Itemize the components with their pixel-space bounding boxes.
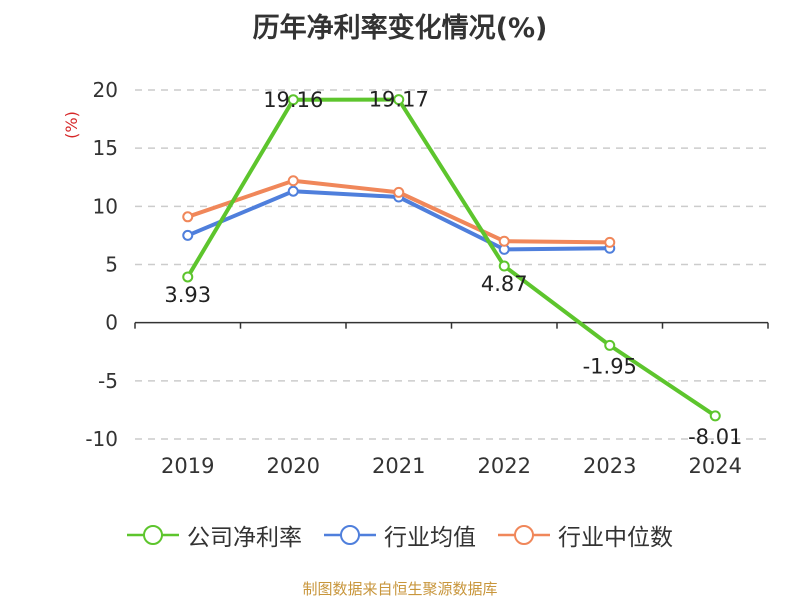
data-point[interactable] (604, 339, 616, 351)
x-axis: 2019 2020 2021 2022 2023 2024 (134, 321, 769, 478)
y-tick-label: 0 (105, 311, 118, 335)
y-axis-ticks: 20 15 10 5 0 -5 -10 (85, 78, 118, 451)
data-point[interactable] (393, 94, 405, 106)
data-point[interactable] (287, 94, 299, 106)
x-tick-label: 2020 (267, 454, 320, 478)
data-label: -8.01 (688, 425, 742, 449)
data-point[interactable] (604, 236, 616, 248)
data-label: 19.17 (369, 88, 429, 112)
series-line (186, 97, 717, 418)
data-point[interactable] (182, 271, 194, 283)
legend-item[interactable]: 行业中位数 (498, 518, 673, 552)
y-axis-label: (%) (62, 111, 81, 139)
y-tick-label: 20 (93, 78, 118, 102)
data-point[interactable] (287, 175, 299, 187)
x-tick-label: 2023 (583, 454, 636, 478)
x-tick-label: 2022 (478, 454, 531, 478)
x-tick-label: 2019 (161, 454, 214, 478)
legend-marker-icon (324, 525, 376, 545)
legend-item[interactable]: 行业均值 (324, 518, 476, 552)
y-tick-label: 15 (93, 136, 118, 160)
legend-label: 行业中位数 (558, 525, 673, 551)
data-point[interactable] (498, 260, 510, 272)
data-point[interactable] (182, 211, 194, 223)
source-note: 制图数据来自恒生聚源数据库 (302, 580, 498, 598)
y-tick-label: -10 (85, 427, 118, 451)
y-tick-label: 10 (93, 194, 118, 218)
data-point[interactable] (287, 185, 299, 197)
data-label: 3.93 (164, 283, 211, 307)
series-lines (182, 94, 721, 422)
grid-lines (135, 89, 768, 440)
legend-label: 公司净利率 (187, 525, 302, 551)
line-chart: 20 15 10 5 0 -5 -10 2019 2020 2021 2022 2023 2024 3… (62, 78, 769, 478)
chart-title: 历年净利率变化情况(%) (252, 13, 548, 44)
data-point[interactable] (393, 186, 405, 198)
data-point[interactable] (709, 410, 721, 422)
x-tick-label: 2021 (372, 454, 425, 478)
y-tick-label: 5 (105, 253, 118, 277)
data-label: -1.95 (583, 354, 637, 378)
data-point[interactable] (498, 235, 510, 247)
data-label: 4.87 (481, 272, 528, 296)
data-label: 19.16 (263, 88, 323, 112)
legend-marker-icon (127, 525, 179, 545)
x-tick-label: 2024 (689, 454, 742, 478)
legend: 公司净利率 行业均值 行业中位数 (0, 518, 800, 552)
legend-item[interactable]: 公司净利率 (127, 518, 302, 552)
data-point[interactable] (182, 229, 194, 241)
legend-label: 行业均值 (384, 525, 476, 551)
y-tick-label: -5 (98, 369, 118, 393)
legend-marker-icon (498, 525, 550, 545)
data-labels: 3.93 19.16 19.17 4.87 -1.95 -8.01 (164, 88, 742, 449)
